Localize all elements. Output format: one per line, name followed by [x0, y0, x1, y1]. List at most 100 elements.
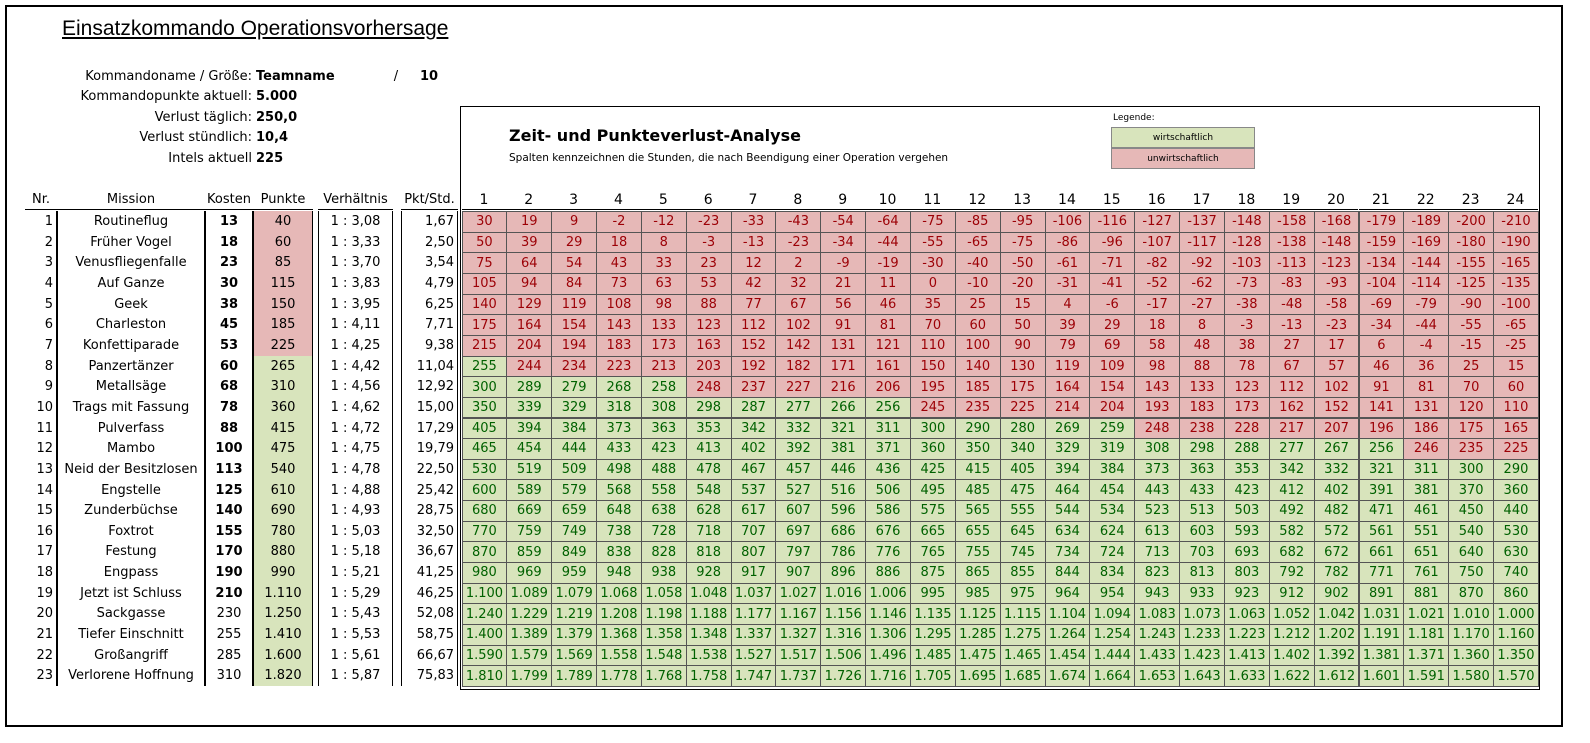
hour-cell: -33: [730, 211, 777, 233]
hour-cell: 319: [1089, 438, 1136, 460]
hour-cell: -79: [1403, 293, 1450, 316]
cell-mission: Tiefer Einschnitt: [57, 624, 205, 646]
hour-cell: 235: [954, 396, 1001, 419]
cell-nr: 19: [25, 582, 57, 604]
hour-cell: 734: [1044, 541, 1091, 564]
hour-cell: 1.058: [640, 582, 687, 605]
hour-cell: -52: [1134, 272, 1181, 295]
hour-header: 22: [1403, 190, 1449, 210]
hour-cell: 579: [551, 479, 598, 502]
hour-cell: -40: [954, 252, 1001, 274]
hour-cell: 381: [820, 438, 867, 460]
hour-cell: 1.444: [1089, 644, 1136, 667]
hour-cell: 589: [506, 479, 553, 502]
cell-ratio: 1 : 5,18: [318, 541, 393, 563]
hour-cell: 1.167: [775, 603, 822, 625]
hour-cell: 492: [1268, 500, 1315, 522]
hour-cell: 130: [999, 355, 1046, 378]
hour-cell: 371: [865, 438, 911, 460]
hour-cell: 112: [730, 314, 777, 336]
hour-cell: 1.125: [954, 603, 1001, 625]
hour-cell: 234: [551, 355, 598, 378]
cell-pkt-std: 66,67: [401, 644, 458, 666]
hour-cell: 1.371: [1403, 644, 1450, 667]
hour-cell: 1.010: [1448, 603, 1495, 625]
hour-cell: 1.643: [1179, 665, 1225, 687]
hour-cell: 1.674: [1044, 665, 1091, 687]
hour-cell: 67: [1268, 355, 1315, 378]
hour-cell: 373: [596, 417, 642, 440]
column-header: Mission: [57, 190, 205, 210]
hour-cell: 875: [910, 562, 956, 584]
hour-cell: 300: [1448, 458, 1495, 481]
cell-kosten: 68: [205, 376, 253, 398]
cell-pkt-std: 3,54: [401, 252, 458, 274]
hour-cell: -69: [1358, 293, 1405, 316]
cell-ratio: 1 : 5,87: [318, 665, 393, 687]
cell-mission: Neid der Besitzlosen: [57, 458, 205, 480]
hour-cell: 18: [1134, 314, 1181, 336]
hour-cell: 102: [1313, 376, 1360, 398]
hour-cell: -92: [1179, 252, 1225, 274]
cell-pkt-std: 7,71: [401, 314, 458, 336]
hour-cell: 478: [685, 458, 732, 481]
hour-cell: 195: [910, 376, 956, 398]
hour-cell: 206: [865, 376, 911, 398]
hour-cell: 94: [506, 272, 553, 295]
cell-ratio: 1 : 4,62: [318, 396, 393, 418]
hour-cell: 50: [999, 314, 1046, 336]
hour-cell: 1.031: [1358, 603, 1405, 625]
hour-cell: -158: [1268, 211, 1315, 233]
cell-pkt-std: 12,92: [401, 376, 458, 398]
hour-cell: 844: [1044, 562, 1091, 584]
hour-cell: 42: [730, 272, 777, 295]
hour-cell: 1.063: [1223, 603, 1270, 625]
hour-cell: -64: [865, 211, 911, 233]
hour-cell: -13: [1268, 314, 1315, 336]
cell-kosten: 78: [205, 396, 253, 418]
hour-cell: 25: [1448, 355, 1495, 378]
hour-cell: 204: [506, 334, 553, 357]
hour-cell: 461: [1403, 500, 1450, 522]
hour-cell: 1.052: [1268, 603, 1315, 625]
hour-header: 9: [820, 190, 866, 210]
info-value: 10,4: [256, 130, 289, 145]
hour-cell: 353: [1223, 458, 1270, 481]
hour-cell: -3: [1223, 314, 1270, 336]
cell-mission: Mambo: [57, 438, 205, 460]
hour-header: 5: [640, 190, 686, 210]
cell-nr: 22: [25, 644, 57, 666]
cell-mission: Sackgasse: [57, 603, 205, 625]
hour-cell: 859: [506, 541, 553, 564]
hour-cell: -138: [1268, 231, 1315, 254]
info-value: 225: [256, 150, 284, 166]
column-header: Verhältnis: [318, 190, 393, 210]
hour-cell: 79: [1044, 334, 1091, 357]
hour-cell: 18: [596, 231, 642, 254]
cell-nr: 3: [25, 252, 57, 274]
hour-cell: -10: [954, 272, 1001, 295]
hour-cell: 1.653: [1134, 665, 1181, 687]
hour-cell: -44: [865, 231, 911, 254]
hour-cell: -65: [1493, 314, 1539, 336]
hour-cell: 907: [775, 562, 822, 584]
hour-cell: -34: [820, 231, 867, 254]
cell-nr: 9: [25, 376, 57, 398]
cell-pkt-std: 75,83: [401, 665, 458, 687]
hour-cell: -41: [1089, 272, 1136, 295]
hour-cell: 73: [596, 272, 642, 295]
cell-pkt-std: 6,25: [401, 293, 458, 315]
cell-pkt-std: 46,25: [401, 582, 458, 604]
hour-cell: -17: [1134, 293, 1181, 316]
hour-cell: -128: [1223, 231, 1270, 254]
hour-cell: -61: [1044, 252, 1091, 274]
hour-cell: 67: [775, 293, 822, 316]
cell-kosten: 13: [205, 211, 253, 233]
hour-cell: 33: [640, 252, 687, 274]
hour-cell: 133: [1179, 376, 1225, 398]
hour-cell: 600: [461, 479, 508, 502]
hour-cell: -4: [1403, 334, 1450, 357]
hour-cell: 728: [640, 520, 687, 543]
hour-cell: 738: [596, 520, 642, 543]
hour-cell: 43: [596, 252, 642, 274]
